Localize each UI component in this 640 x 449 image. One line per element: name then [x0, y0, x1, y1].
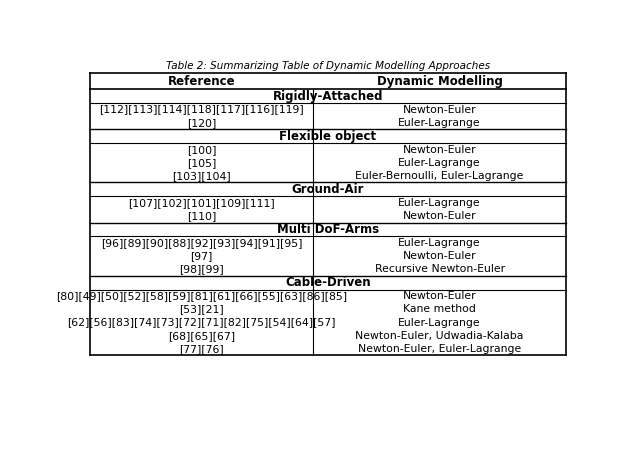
Text: Newton-Euler: Newton-Euler	[403, 251, 476, 261]
Text: [53][21]: [53][21]	[179, 304, 224, 314]
Text: Table 2: Summarizing Table of Dynamic Modelling Approaches: Table 2: Summarizing Table of Dynamic Mo…	[166, 62, 490, 71]
Text: [105]: [105]	[187, 158, 216, 168]
Text: [80][49][50][52][58][59][81][61][66][55][63][86][85]: [80][49][50][52][58][59][81][61][66][55]…	[56, 291, 347, 301]
Text: [103][104]: [103][104]	[172, 171, 231, 181]
Text: Newton-Euler, Euler-Lagrange: Newton-Euler, Euler-Lagrange	[358, 344, 521, 354]
Text: Rigidly-Attached: Rigidly-Attached	[273, 89, 383, 102]
Text: [96][89][90][88][92][93][94][91][95]: [96][89][90][88][92][93][94][91][95]	[100, 238, 302, 248]
Text: Newton-Euler: Newton-Euler	[403, 145, 476, 154]
Text: Newton-Euler: Newton-Euler	[403, 291, 476, 301]
Text: Dynamic Modelling: Dynamic Modelling	[377, 75, 502, 88]
Text: [68][65][67]: [68][65][67]	[168, 330, 235, 341]
Text: [100]: [100]	[187, 145, 216, 154]
Text: Multi DoF-Arms: Multi DoF-Arms	[277, 223, 379, 236]
Text: [77][76]: [77][76]	[179, 344, 224, 354]
Text: [97]: [97]	[190, 251, 212, 261]
Text: Ground-Air: Ground-Air	[292, 183, 364, 196]
Text: Euler-Lagrange: Euler-Lagrange	[398, 118, 481, 128]
Text: Reference: Reference	[168, 75, 236, 88]
Text: [62][56][83][74][73][72][71][82][75][54][64][57]: [62][56][83][74][73][72][71][82][75][54]…	[67, 317, 336, 327]
Text: Newton-Euler: Newton-Euler	[403, 211, 476, 221]
Text: Euler-Lagrange: Euler-Lagrange	[398, 158, 481, 168]
Text: [107][102][101][109][111]: [107][102][101][109][111]	[128, 198, 275, 208]
Text: Flexible object: Flexible object	[280, 130, 376, 143]
Text: [120]: [120]	[187, 118, 216, 128]
Text: [112][113][114][118][117][116][119]: [112][113][114][118][117][116][119]	[99, 105, 304, 114]
Text: Euler-Bernoulli, Euler-Lagrange: Euler-Bernoulli, Euler-Lagrange	[355, 171, 524, 181]
Text: Cable-Driven: Cable-Driven	[285, 276, 371, 289]
Text: Recursive Newton-Euler: Recursive Newton-Euler	[374, 264, 505, 274]
Text: Euler-Lagrange: Euler-Lagrange	[398, 198, 481, 208]
Text: Kane method: Kane method	[403, 304, 476, 314]
Text: Euler-Lagrange: Euler-Lagrange	[398, 238, 481, 248]
Text: [98][99]: [98][99]	[179, 264, 224, 274]
Text: Newton-Euler: Newton-Euler	[403, 105, 476, 114]
Text: Newton-Euler, Udwadia-Kalaba: Newton-Euler, Udwadia-Kalaba	[355, 330, 524, 341]
Text: Euler-Lagrange: Euler-Lagrange	[398, 317, 481, 327]
Text: [110]: [110]	[187, 211, 216, 221]
